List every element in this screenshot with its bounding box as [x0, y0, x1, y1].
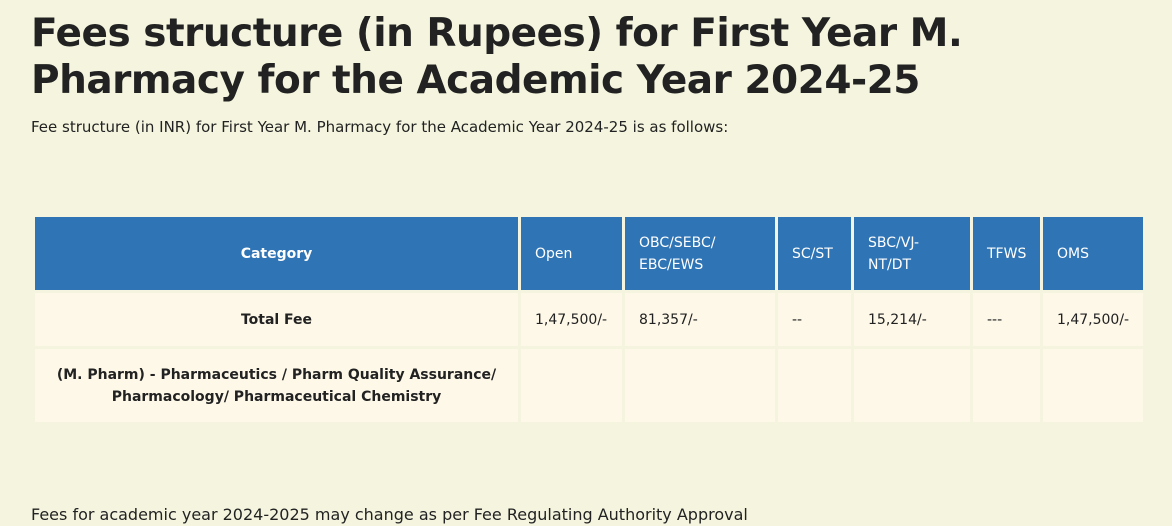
cell-sc-st	[778, 349, 851, 422]
cell-tfws: ---	[973, 293, 1040, 346]
cell-sbc-vjnt-dt: 15,214/-	[854, 293, 970, 346]
header-tfws: TFWS	[973, 217, 1040, 290]
cell-tfws	[973, 349, 1040, 422]
page-title: Fees structure (in Rupees) for First Yea…	[31, 11, 963, 103]
cell-open: 1,47,500/-	[521, 293, 622, 346]
fee-change-note: Fees for academic year 2024-2025 may cha…	[31, 505, 748, 524]
header-sbc-vjnt-dt: SBC/VJ- NT/DT	[854, 217, 970, 290]
intro-text: Fee structure (in INR) for First Year M.…	[31, 118, 729, 136]
cell-obc-sebc-ebc-ews	[625, 349, 775, 422]
cell-sc-st: --	[778, 293, 851, 346]
table-header-row: Category Open OBC/SEBC/ EBC/EWS SC/ST SB…	[35, 217, 1143, 290]
header-sc-st: SC/ST	[778, 217, 851, 290]
cell-oms: 1,47,500/-	[1043, 293, 1143, 346]
cell-oms	[1043, 349, 1143, 422]
cell-sbc-vjnt-dt	[854, 349, 970, 422]
header-oms: OMS	[1043, 217, 1143, 290]
table-row: Total Fee 1,47,500/- 81,357/- -- 15,214/…	[35, 293, 1143, 346]
row-label-total-fee: Total Fee	[35, 293, 518, 346]
row-label-course: (M. Pharm) - Pharmaceutics / Pharm Quali…	[35, 349, 518, 422]
cell-open	[521, 349, 622, 422]
header-open: Open	[521, 217, 622, 290]
table-row: (M. Pharm) - Pharmaceutics / Pharm Quali…	[35, 349, 1143, 422]
header-category: Category	[35, 217, 518, 290]
header-obc-sebc-ebc-ews: OBC/SEBC/ EBC/EWS	[625, 217, 775, 290]
fee-structure-table: Category Open OBC/SEBC/ EBC/EWS SC/ST SB…	[32, 214, 1146, 425]
cell-obc-sebc-ebc-ews: 81,357/-	[625, 293, 775, 346]
